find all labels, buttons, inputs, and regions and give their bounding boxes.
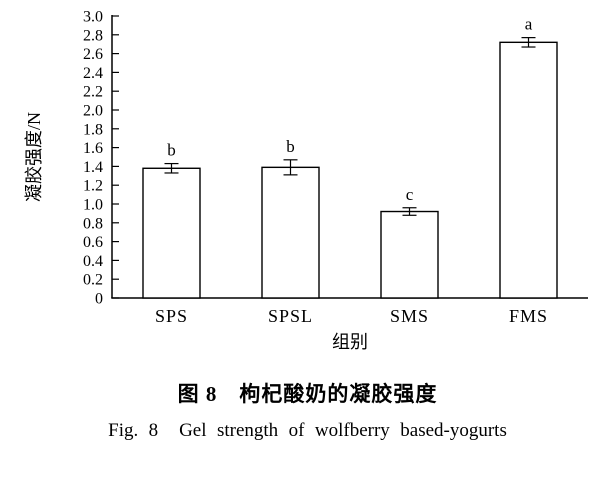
y-tick-label: 1.6: [83, 140, 103, 157]
y-tick-label: 2.2: [83, 84, 103, 101]
figure: 0 0.2 0.4 0.6 0.8 1.0 1.2 1.4 1.6 1.8 2.0 2.2 2.4 2.6…: [24, 9, 588, 441]
figure-caption-en: Fig. 8 Gel strength of wolfberry based-y…: [108, 420, 507, 441]
x-tick-label: FMS: [509, 306, 548, 326]
bar-chart-svg: 0 0.2 0.4 0.6 0.81.0 1.2 1.4 1.6 1.82.0 2.2 2.4 2.6…: [24, 9, 588, 352]
y-tick-label: 1.2: [83, 178, 103, 195]
y-tick-label: 0.4: [83, 253, 103, 270]
y-tick-label: 0: [95, 291, 103, 308]
bar: [142, 167, 201, 299]
y-tick-label: 2.6: [83, 46, 103, 63]
x-tick-label: SPSL: [268, 306, 313, 326]
sig-letter: c: [406, 185, 414, 204]
y-tick-label: 3.0: [83, 9, 103, 26]
sig-letter: b: [286, 137, 295, 156]
chart-area: 0 0.2 0.4 0.6 0.8 1.0 1.2 1.4 1.6 1.8 2.0 2.2 2.4 2.6…: [24, 9, 588, 352]
x-axis-title: 组别: [332, 332, 368, 352]
y-tick-label: 0.6: [83, 234, 103, 251]
y-axis-title: 凝胶强度/N: [24, 112, 44, 202]
y-tick-label: 0.2: [83, 272, 103, 289]
sig-letter: b: [167, 141, 176, 160]
y-tick-label: 1.4: [83, 159, 103, 176]
bar: [380, 210, 439, 299]
bar: [261, 166, 320, 299]
y-tick-label: 2.8: [83, 27, 103, 44]
y-tick-label: 2.4: [83, 65, 103, 82]
x-tick-label: SMS: [390, 306, 429, 326]
y-tick-label: 2.0: [83, 103, 103, 120]
y-tick-label: 1.0: [83, 197, 103, 214]
bar: [499, 41, 558, 299]
sig-letter: a: [525, 15, 533, 34]
figure-caption-zh: 图 8 枸杞酸奶的凝胶强度: [177, 382, 438, 406]
x-tick-label: SPS: [155, 306, 188, 326]
y-tick-label: 0.8: [83, 215, 103, 232]
y-tick-label: 1.8: [83, 121, 103, 138]
